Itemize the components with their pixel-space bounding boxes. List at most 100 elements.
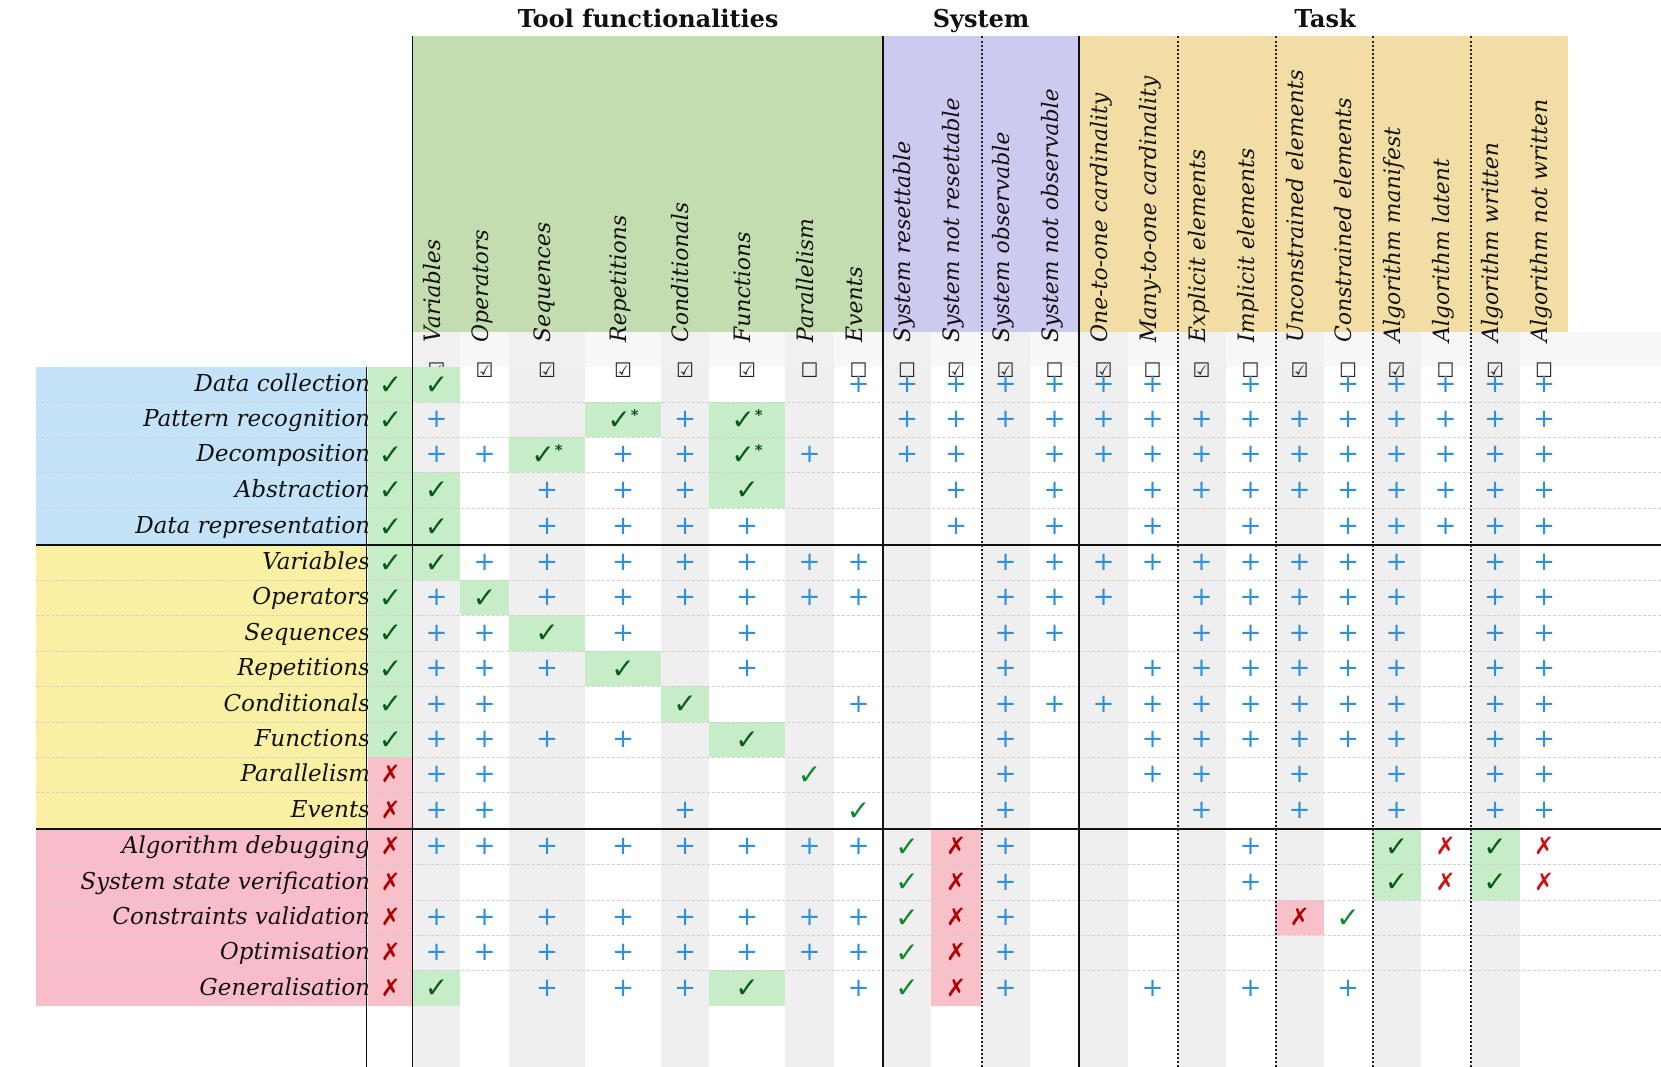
- plus-icon: +: [847, 902, 870, 932]
- highlight-cell: [709, 437, 785, 472]
- check-icon: ✓: [1483, 865, 1507, 898]
- row-label: Parallelism: [240, 761, 370, 787]
- plus-icon: +: [1484, 724, 1506, 754]
- highlight-cell: [709, 402, 785, 437]
- column-header-label: Many-to-one cardinality: [1136, 75, 1162, 342]
- check-icon: ✓: [846, 794, 871, 827]
- plus-icon: +: [945, 475, 967, 505]
- plus-icon: +: [847, 369, 870, 399]
- checked-checkbox-icon: ☑: [475, 358, 494, 382]
- row-label: Operators: [252, 584, 370, 610]
- column-header-label: Algorithm not written: [1528, 98, 1553, 342]
- plus-icon: +: [736, 653, 758, 683]
- row-label: Events: [290, 797, 370, 823]
- plus-icon: +: [1043, 475, 1066, 505]
- plus-icon: +: [945, 404, 967, 434]
- plus-icon: +: [612, 547, 634, 577]
- plus-icon: +: [1484, 404, 1506, 434]
- plus-icon: +: [1190, 724, 1213, 754]
- plus-icon: +: [1385, 547, 1408, 577]
- unchecked-checkbox-icon: ☐: [1339, 358, 1357, 382]
- highlight-cell: [1470, 864, 1520, 900]
- highlight-cell: [1372, 829, 1421, 864]
- plus-icon: +: [896, 369, 918, 399]
- row-separator: [36, 615, 1661, 616]
- plus-icon: +: [1337, 369, 1359, 399]
- highlight-cell: [661, 686, 709, 722]
- plus-icon: +: [1092, 582, 1115, 612]
- plus-icon: +: [1484, 439, 1506, 469]
- plus-icon: +: [536, 511, 558, 541]
- plus-icon: +: [945, 369, 967, 399]
- plus-icon: +: [1533, 724, 1555, 754]
- plus-icon: +: [674, 582, 696, 612]
- cross-icon: ✗: [945, 832, 967, 860]
- column-header: Conditionals: [661, 36, 709, 352]
- row-separator: [36, 508, 1661, 509]
- plus-icon: +: [612, 902, 634, 932]
- plus-icon: +: [1092, 404, 1115, 434]
- subgroup-divider: [1470, 36, 1472, 1067]
- column-header-label: Algorithm written: [1479, 142, 1504, 342]
- plus-icon: +: [674, 547, 696, 577]
- plus-icon: +: [1337, 582, 1359, 612]
- group-divider: [882, 36, 884, 1067]
- check-icon: ✓: [424, 510, 449, 543]
- plus-icon: +: [1190, 475, 1213, 505]
- checked-checkbox-icon: ☑: [1094, 358, 1113, 382]
- plus-icon: +: [612, 937, 634, 967]
- plus-icon: +: [994, 689, 1017, 719]
- plus-icon: +: [612, 511, 634, 541]
- plus-icon: +: [1385, 618, 1408, 648]
- highlight-cell: [413, 367, 460, 402]
- column-stripe: [413, 332, 460, 1067]
- plus-icon: +: [736, 831, 758, 861]
- asterisk-note: *: [630, 406, 639, 424]
- column-header: Sequences: [509, 36, 585, 352]
- plus-icon: +: [1092, 369, 1115, 399]
- cross-icon: ✗: [380, 832, 401, 860]
- plus-icon: +: [1385, 653, 1408, 683]
- highlight-cell: [709, 722, 785, 757]
- plus-icon: +: [994, 653, 1017, 683]
- check-icon: ✓: [424, 368, 449, 401]
- plus-icon: +: [425, 937, 448, 967]
- plus-icon: +: [1190, 795, 1213, 825]
- column-header: Algorithm not written: [1520, 36, 1568, 352]
- column-header-label: One-to-one cardinality: [1087, 92, 1113, 342]
- cross-icon: ✗: [1289, 903, 1310, 931]
- column-header-label: Sequences: [531, 221, 556, 342]
- plus-icon: +: [612, 475, 634, 505]
- plus-icon: +: [674, 404, 696, 434]
- cross-icon: ✗: [380, 868, 401, 896]
- column-header: System not resettable: [931, 36, 981, 352]
- plus-icon: +: [736, 582, 758, 612]
- plus-icon: +: [1484, 475, 1506, 505]
- unchecked-checkbox-icon: ☐: [800, 358, 819, 382]
- highlight-cell: [931, 900, 981, 935]
- row-label: Data collection: [194, 371, 370, 397]
- plus-icon: +: [994, 867, 1017, 897]
- column-header: Events: [834, 36, 883, 352]
- highlight-cell: [413, 472, 460, 508]
- check-icon: ✓: [735, 723, 759, 756]
- plus-icon: +: [1385, 689, 1408, 719]
- plus-icon: +: [1288, 404, 1311, 434]
- plus-icon: +: [1141, 511, 1164, 541]
- column-header-label: Constrained elements: [1332, 97, 1357, 342]
- plus-icon: +: [1043, 439, 1066, 469]
- check-icon: ✓: [1384, 830, 1409, 863]
- cross-icon: ✗: [1533, 868, 1555, 896]
- status-cell: [368, 472, 413, 508]
- highlight-cell: [460, 580, 509, 615]
- column-stripe: [1372, 332, 1421, 1067]
- plus-icon: +: [798, 902, 821, 932]
- plus-icon: +: [674, 511, 696, 541]
- row-label: Optimisation: [219, 939, 370, 965]
- plus-icon: +: [994, 547, 1017, 577]
- plus-icon: +: [612, 724, 634, 754]
- checked-checkbox-icon: ☑: [676, 358, 694, 382]
- cross-icon: ✗: [380, 974, 401, 1002]
- status-cell: [368, 651, 413, 686]
